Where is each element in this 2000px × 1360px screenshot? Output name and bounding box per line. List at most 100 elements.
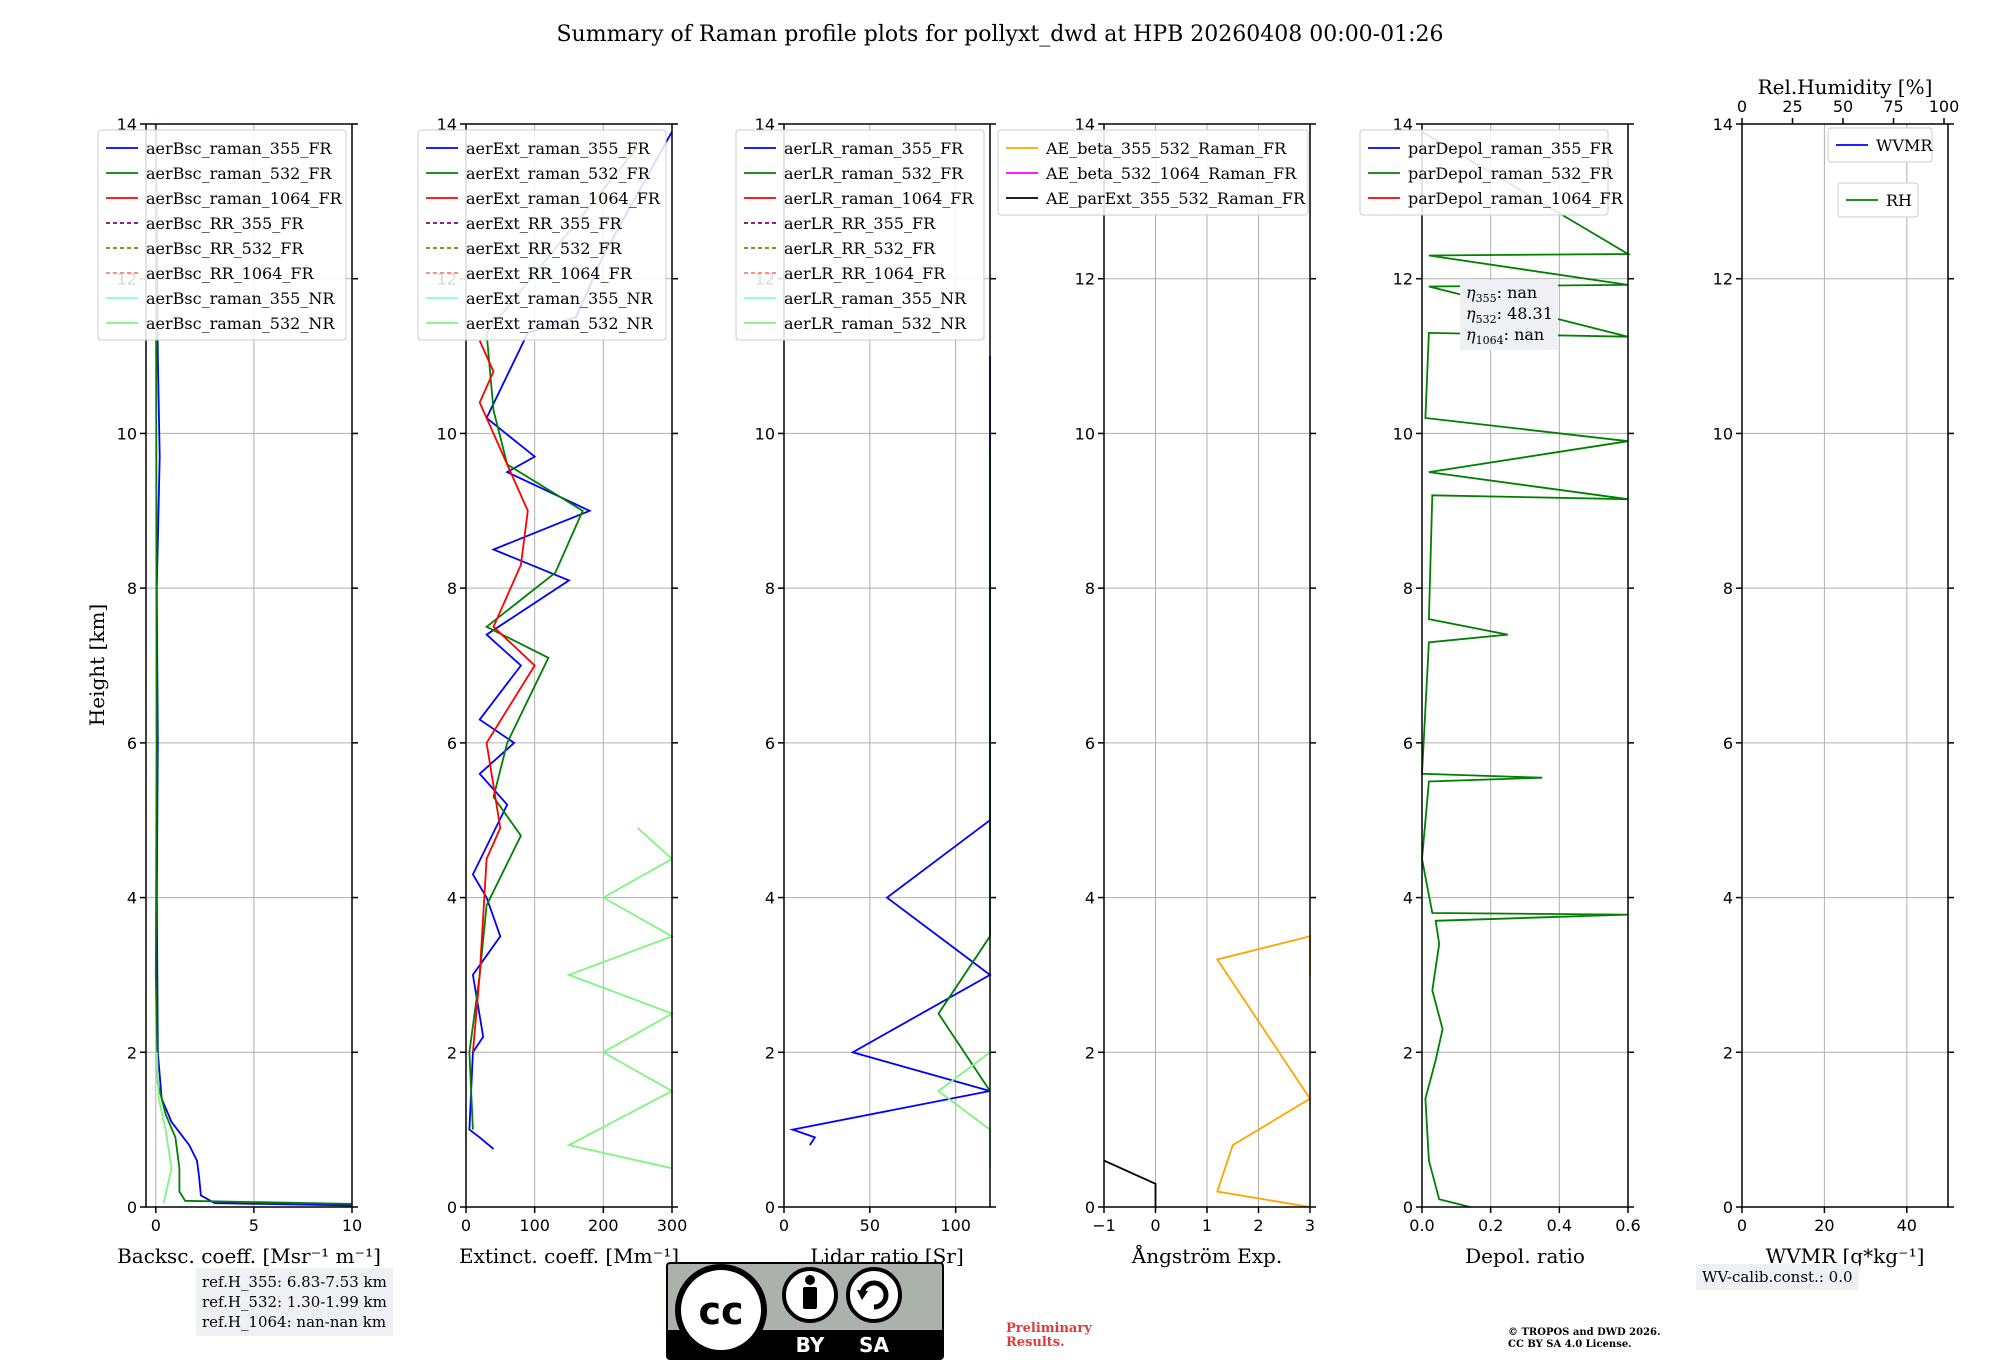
legend-entry: aerExt_RR_1064_FR (466, 264, 633, 283)
series-aerBsc_raman_532_FR (154, 123, 353, 1205)
axes-frame (783, 123, 991, 1208)
legend-box (735, 129, 985, 341)
ytick-label: 8 (1403, 579, 1413, 598)
ytick-label: 10 (1713, 424, 1733, 443)
legend-entry: aerBsc_RR_1064_FR (146, 264, 315, 283)
panel-2: 024681012140100200300Extinct. coeff. [Mm… (417, 115, 687, 1268)
ytick-label: 4 (765, 889, 775, 908)
xtick-label: 10 (342, 1216, 362, 1235)
series-aerExt_raman_1064_FR (472, 340, 536, 1053)
ytick-label: 2 (127, 1043, 137, 1062)
ref-height-532: ref.H_532: 1.30-1.99 km (202, 1293, 387, 1311)
xtick-label: 3 (1305, 1216, 1315, 1235)
series-aerLR_raman_532_FR (937, 448, 991, 1092)
legend-entry: aerLR_RR_532_FR (784, 239, 936, 258)
legend-box (1827, 127, 1933, 163)
legend-entry: aerExt_raman_355_NR (466, 289, 654, 308)
ytick-label: 6 (1085, 734, 1095, 753)
preliminary-line1: Preliminary (1006, 1321, 1092, 1336)
top-xtick-label: 75 (1883, 97, 1903, 116)
copyright-line2: CC BY SA 4.0 License. (1508, 1339, 1632, 1350)
legend: AE_beta_355_532_Raman_FR AE_beta_532_1064… (997, 129, 1309, 216)
legend-box (97, 129, 347, 341)
series-aerLR_raman_532_NR (937, 1051, 991, 1169)
xtick-label: 200 (588, 1216, 619, 1235)
legend-box (417, 129, 667, 341)
panel-5: 0 2 4 6 8 10 12 14 0.0 0.2 0.4 0.6 Depol. ratio parDe… (1359, 115, 1641, 1268)
series-AE_parExt_355_532_Raman_FR (1103, 1159, 1157, 1207)
panel-1: 024681012140510Backsc. coeff. [Msr⁻¹ m⁻¹… (85, 115, 381, 1268)
ytick-label: 10 (755, 424, 775, 443)
x-axis-label: Extinct. coeff. [Mm⁻¹] (459, 1244, 679, 1268)
legend-entry: aerLR_raman_532_FR (784, 164, 964, 183)
reference-height-box: ref.H_355: 6.83-7.53 km ref.H_532: 1.30-… (196, 1268, 393, 1336)
ytick-label: 8 (1085, 579, 1095, 598)
legend: aerBsc_raman_355_FR aerBsc_raman_532_FRae… (97, 129, 347, 341)
ytick-label: 8 (447, 579, 457, 598)
xtick-label: 1 (1202, 1216, 1212, 1235)
ytick-label: 14 (1075, 115, 1095, 134)
legend-entry: AE_beta_355_532_Raman_FR (1045, 139, 1287, 158)
by-label: BY (796, 1333, 825, 1357)
legend-entry: aerLR_raman_355_NR (784, 289, 967, 308)
series-parDepol_raman_532_FR (1421, 130, 1632, 1208)
preliminary-note: Preliminary Results. (1006, 1322, 1092, 1350)
legend-entry: aerLR_raman_355_FR (784, 139, 964, 158)
y-axis-label: Height [km] (85, 604, 109, 726)
share-alike-icon (846, 1267, 902, 1323)
legend-entry: aerLR_RR_355_FR (784, 214, 936, 233)
xtick-label: 40 (1897, 1216, 1917, 1235)
top-xtick-label: 25 (1782, 97, 1802, 116)
eta-355: η355: nan (1466, 283, 1537, 305)
ytick-label: 10 (1393, 424, 1413, 443)
ytick-label: 8 (127, 579, 137, 598)
top-xtick-label: 100 (1929, 97, 1960, 116)
legend: WVMR RH (1827, 127, 1933, 218)
top-xtick-label: 50 (1833, 97, 1853, 116)
top-xtick-label: 0 (1737, 97, 1747, 116)
ytick-label: 2 (1403, 1043, 1413, 1062)
xtick-label: 0.2 (1478, 1216, 1503, 1235)
x-axis-label: Backsc. coeff. [Msr⁻¹ m⁻¹] (117, 1244, 381, 1268)
eta-1064: η1064: nan (1466, 325, 1544, 347)
xtick-label: 0.4 (1547, 1216, 1572, 1235)
legend-entry: aerBsc_RR_355_FR (146, 214, 304, 233)
ytick-label: 2 (447, 1043, 457, 1062)
ytick-label: 12 (1713, 270, 1733, 289)
eta-box (1460, 280, 1558, 350)
ytick-label: 0 (1403, 1198, 1413, 1217)
legend-entry: aerBsc_raman_355_NR (146, 289, 335, 308)
legend-entry: aerExt_raman_355_FR (466, 139, 651, 158)
xtick-label: 5 (249, 1216, 259, 1235)
series-AE_beta_355_532_Raman_FR (1215, 935, 1312, 1208)
figure-title: Summary of Raman profile plots for polly… (556, 22, 1444, 47)
ytick-label: 4 (1085, 889, 1095, 908)
legend-entry: parDepol_raman_355_FR (1408, 139, 1614, 158)
series-aerBsc_raman_532_NR (155, 1052, 173, 1204)
legend-entry: aerLR_raman_532_NR (784, 314, 967, 333)
xtick-label: 0 (1737, 1216, 1747, 1235)
ytick-label: 0 (1085, 1198, 1095, 1217)
ytick-label: 6 (1403, 734, 1413, 753)
ytick-label: 6 (447, 734, 457, 753)
panel-3: 02468101214050100Lidar ratio [Sr]aerLR_r… (735, 115, 996, 1268)
legend-entry: aerExt_RR_532_FR (466, 239, 623, 258)
legend-entry: aerExt_raman_532_FR (466, 164, 651, 183)
ytick-label: 14 (117, 115, 137, 134)
ytick-label: 6 (765, 734, 775, 753)
ref-height-1064: ref.H_1064: nan-nan km (202, 1313, 387, 1331)
series-aerExt_raman_532_FR (468, 146, 639, 1130)
axes-frame (145, 123, 353, 1208)
ytick-label: 0 (127, 1198, 137, 1217)
legend-entry: aerBsc_RR_532_FR (146, 239, 304, 258)
ytick-label: 8 (765, 579, 775, 598)
x-axis-label: Ångström Exp. (1131, 1243, 1282, 1268)
axes-frame (1741, 123, 1949, 1208)
xtick-label: 0 (779, 1216, 789, 1235)
xtick-label: 0 (461, 1216, 471, 1235)
legend: parDepol_raman_355_FR parDepol_raman_532_… (1359, 129, 1624, 216)
cc-icon (675, 1264, 767, 1356)
ytick-label: 2 (765, 1043, 775, 1062)
